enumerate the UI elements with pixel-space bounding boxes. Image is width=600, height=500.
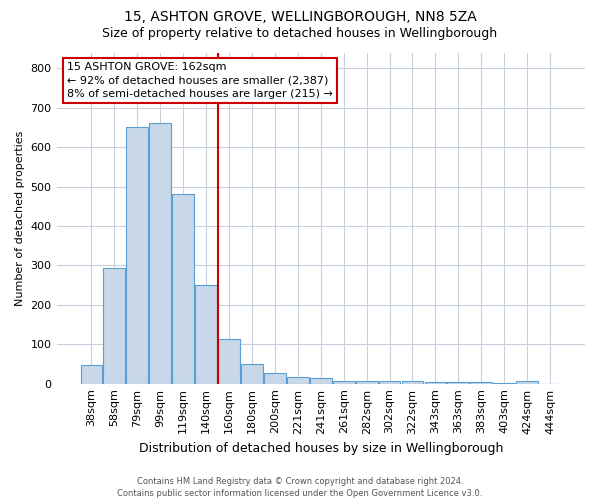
Bar xyxy=(310,378,332,384)
Bar xyxy=(448,382,469,384)
Bar xyxy=(425,382,446,384)
Bar xyxy=(356,380,377,384)
Bar xyxy=(264,372,286,384)
Bar xyxy=(172,194,194,384)
Text: 15 ASHTON GROVE: 162sqm
← 92% of detached houses are smaller (2,387)
8% of semi-: 15 ASHTON GROVE: 162sqm ← 92% of detache… xyxy=(67,62,333,99)
Text: Contains public sector information licensed under the Open Government Licence v3: Contains public sector information licen… xyxy=(118,488,482,498)
Y-axis label: Number of detached properties: Number of detached properties xyxy=(15,130,25,306)
Bar xyxy=(103,268,125,384)
Bar xyxy=(287,377,309,384)
Bar xyxy=(80,365,103,384)
Bar xyxy=(333,380,355,384)
Bar xyxy=(195,285,217,384)
Text: Contains HM Land Registry data © Crown copyright and database right 2024.: Contains HM Land Registry data © Crown c… xyxy=(137,477,463,486)
Bar xyxy=(470,382,492,384)
Bar xyxy=(516,380,538,384)
Bar xyxy=(241,364,263,384)
Text: Size of property relative to detached houses in Wellingborough: Size of property relative to detached ho… xyxy=(103,28,497,40)
Bar xyxy=(149,124,171,384)
Text: 15, ASHTON GROVE, WELLINGBOROUGH, NN8 5ZA: 15, ASHTON GROVE, WELLINGBOROUGH, NN8 5Z… xyxy=(124,10,476,24)
Bar xyxy=(401,382,424,384)
Bar xyxy=(127,128,148,384)
Bar xyxy=(379,382,400,384)
Bar xyxy=(218,339,240,384)
X-axis label: Distribution of detached houses by size in Wellingborough: Distribution of detached houses by size … xyxy=(139,442,503,455)
